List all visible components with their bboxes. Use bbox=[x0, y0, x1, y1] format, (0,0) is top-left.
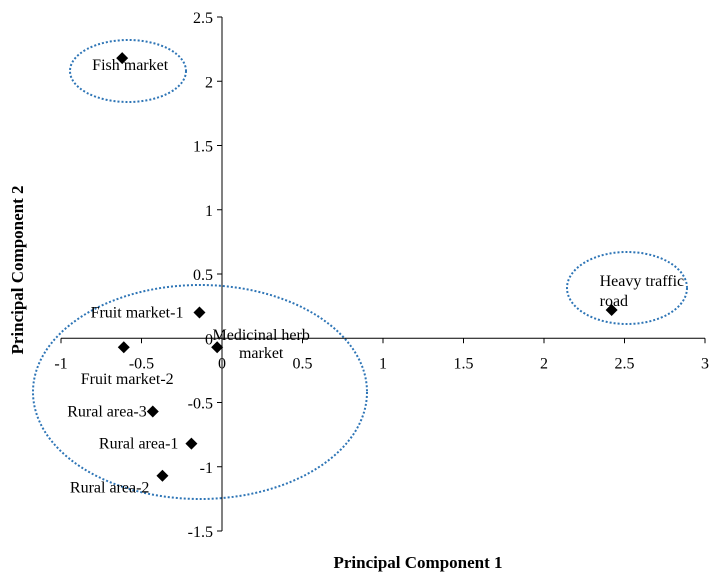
y-tick-label: 1 bbox=[205, 203, 213, 220]
y-tick-label: -1.5 bbox=[188, 524, 213, 541]
data-point-marker bbox=[156, 469, 169, 482]
point-label: market bbox=[239, 345, 284, 362]
point-label: Rural area-1 bbox=[99, 436, 179, 453]
point-label: Fruit market-2 bbox=[81, 371, 174, 388]
fish-market-cluster bbox=[69, 39, 187, 103]
x-axis-title: Principal Component 1 bbox=[333, 553, 502, 572]
x-tick-label: 2.5 bbox=[615, 355, 635, 372]
x-tick-label: 0 bbox=[218, 355, 226, 372]
x-tick-label: 3 bbox=[701, 355, 709, 372]
x-axis-ticks: -1 -0.5 0 0.5 1 1.5 2 2.5 3 bbox=[54, 338, 709, 372]
data-point-marker bbox=[193, 306, 206, 319]
x-tick-label: 1.5 bbox=[454, 355, 474, 372]
market-rural-cluster bbox=[32, 284, 368, 500]
y-axis-ticks: 2.5 2 1.5 1 0.5 0 -0.5 -1 -1.5 bbox=[188, 10, 222, 541]
y-tick-label: 2.5 bbox=[193, 10, 213, 27]
data-point-marker bbox=[116, 52, 129, 65]
point-label: road bbox=[600, 293, 628, 310]
y-tick-label: -0.5 bbox=[188, 396, 213, 413]
y-axis-title: Principal Component 2 bbox=[8, 185, 27, 354]
data-points bbox=[116, 52, 618, 482]
y-tick-label: 2 bbox=[205, 74, 213, 91]
y-tick-label: 0 bbox=[205, 331, 213, 348]
data-point-marker bbox=[146, 405, 159, 418]
y-tick-label: 1.5 bbox=[193, 139, 213, 156]
point-label: Rural area-3 bbox=[67, 403, 147, 420]
x-tick-label: 1 bbox=[379, 355, 387, 372]
point-label: Medicinal herb bbox=[213, 327, 310, 344]
heavy-traffic-cluster bbox=[566, 251, 688, 325]
x-tick-label: 0.5 bbox=[293, 355, 313, 372]
x-tick-label: 2 bbox=[540, 355, 548, 372]
data-point-marker bbox=[211, 341, 224, 354]
point-labels: Fish market Fruit market-1 Medicinal herbm… bbox=[67, 57, 684, 497]
point-label: Rural area-2 bbox=[70, 480, 150, 497]
point-label: Fish market bbox=[92, 57, 169, 74]
x-tick-label: -1 bbox=[54, 355, 67, 372]
y-tick-label: -1 bbox=[200, 460, 213, 477]
data-point-marker bbox=[185, 437, 198, 450]
point-label: Fruit market-1 bbox=[91, 305, 184, 322]
x-tick-label: -0.5 bbox=[129, 355, 154, 372]
cluster-ellipses bbox=[32, 39, 688, 500]
data-point-marker bbox=[117, 341, 130, 354]
data-point-marker bbox=[605, 303, 618, 316]
point-label: Heavy traffic bbox=[600, 273, 685, 290]
y-tick-label: 0.5 bbox=[193, 267, 213, 284]
